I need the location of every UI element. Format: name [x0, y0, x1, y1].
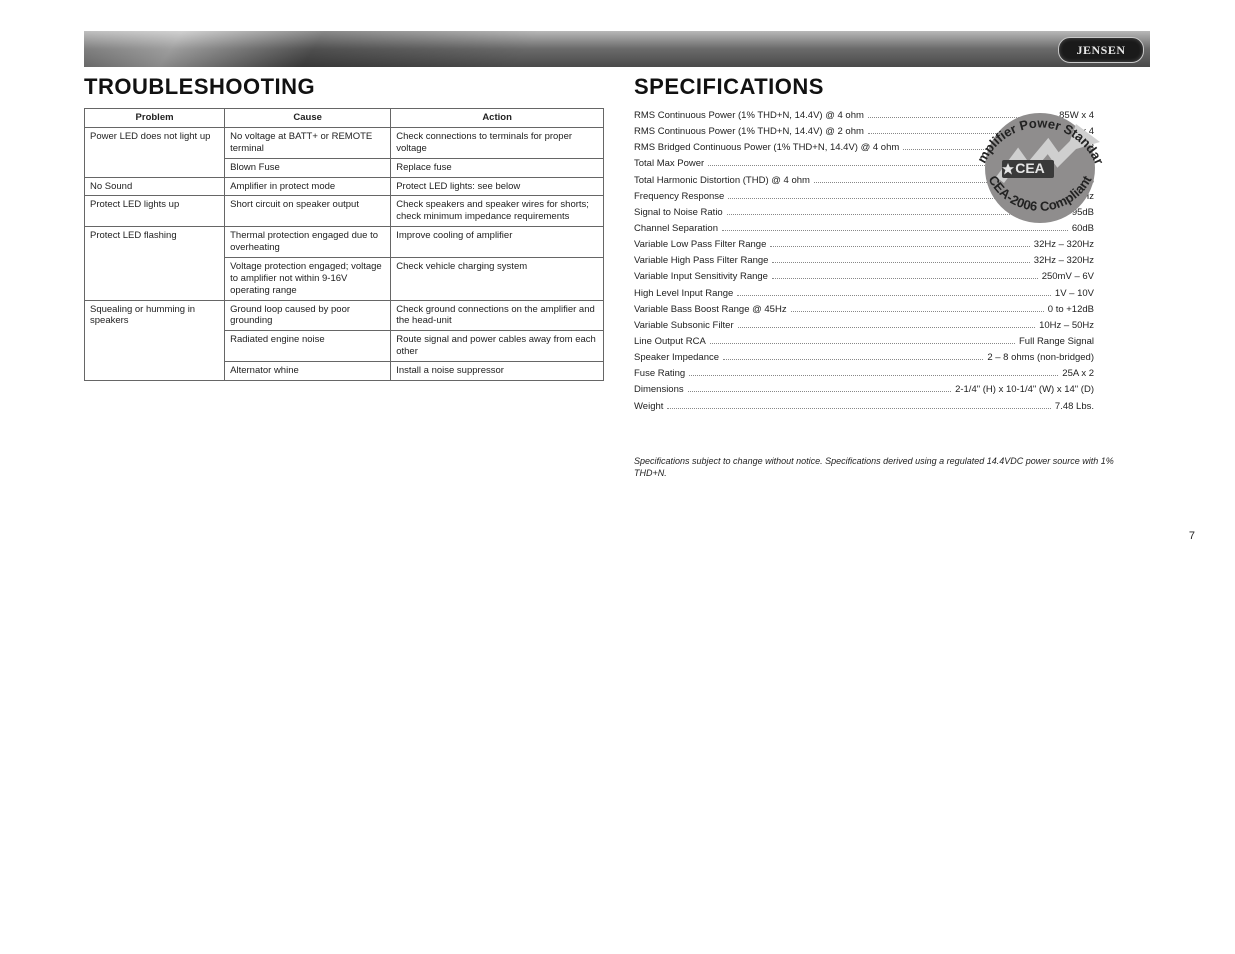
spec-leader-dots	[791, 311, 1044, 312]
spec-value: 1V – 10V	[1055, 286, 1094, 302]
action-cell: Route signal and power cables away from …	[391, 331, 604, 362]
cause-cell: Radiated engine noise	[225, 331, 391, 362]
spec-label: RMS Continuous Power (1% THD+N, 14.4V) @…	[634, 124, 864, 140]
spec-leader-dots	[688, 391, 951, 392]
spec-value: 0 to +12dB	[1048, 302, 1094, 318]
cause-cell: Thermal protection engaged due to overhe…	[225, 227, 391, 258]
problem-cell: Protect LED lights up	[85, 196, 225, 227]
spec-label: Variable Subsonic Filter	[634, 318, 734, 334]
spec-label: RMS Continuous Power (1% THD+N, 14.4V) @…	[634, 108, 864, 124]
cea-badge: CEA Amplifier Power Standard CEA-2006 Co…	[960, 78, 1120, 238]
spec-leader-dots	[738, 327, 1035, 328]
svg-text:CEA: CEA	[1015, 160, 1045, 176]
spec-row: Speaker Impedance 2 – 8 ohms (non-bridged…	[634, 350, 1094, 366]
spec-label: Variable Low Pass Filter Range	[634, 237, 766, 253]
spec-row: Line Output RCA Full Range Signal	[634, 334, 1094, 350]
spec-value: 10Hz – 50Hz	[1039, 318, 1094, 334]
action-cell: Install a noise suppressor	[391, 362, 604, 381]
problem-cell: Squealing or humming in speakers	[85, 300, 225, 380]
spec-row: Variable Low Pass Filter Range 32Hz – 320…	[634, 237, 1094, 253]
problem-cell: Power LED does not light up	[85, 127, 225, 177]
problem-cell: No Sound	[85, 177, 225, 196]
action-cell: Check vehicle charging system	[391, 257, 604, 300]
action-cell: Check ground connections on the amplifie…	[391, 300, 604, 331]
spec-leader-dots	[772, 278, 1038, 279]
spec-leader-dots	[772, 262, 1029, 263]
spec-leader-dots	[737, 295, 1051, 296]
spec-value: 250mV – 6V	[1042, 269, 1094, 285]
cause-cell: No voltage at BATT+ or REMOTE terminal	[225, 127, 391, 158]
action-cell: Check speakers and speaker wires for sho…	[391, 196, 604, 227]
spec-label: Total Max Power	[634, 156, 704, 172]
spec-row: Variable High Pass Filter Range 32Hz – 32…	[634, 253, 1094, 269]
spec-label: Channel Separation	[634, 221, 718, 237]
table-row: Power LED does not light upNo voltage at…	[85, 127, 604, 158]
spec-row: Weight 7.48 Lbs.	[634, 399, 1094, 415]
spec-label: Speaker Impedance	[634, 350, 719, 366]
spec-value: 2 – 8 ohms (non-bridged)	[987, 350, 1094, 366]
spec-row: Variable Subsonic Filter 10Hz – 50Hz	[634, 318, 1094, 334]
spec-label: Variable High Pass Filter Range	[634, 253, 768, 269]
spec-label: Signal to Noise Ratio	[634, 205, 723, 221]
spec-value: Full Range Signal	[1019, 334, 1094, 350]
spec-leader-dots	[689, 375, 1058, 376]
spec-label: Line Output RCA	[634, 334, 706, 350]
table-body: Power LED does not light upNo voltage at…	[85, 127, 604, 380]
spec-row: Variable Bass Boost Range @ 45Hz 0 to +12…	[634, 302, 1094, 318]
spec-label: Variable Bass Boost Range @ 45Hz	[634, 302, 787, 318]
specifications-footnote: Specifications subject to change without…	[634, 455, 1114, 479]
specifications-column: SPECIFICATIONS CEA	[634, 74, 1150, 479]
cause-cell: Short circuit on speaker output	[225, 196, 391, 227]
action-cell: Improve cooling of amplifier	[391, 227, 604, 258]
table-row: Protect LED flashingThermal protection e…	[85, 227, 604, 258]
spec-row: Variable Input Sensitivity Range 250mV – …	[634, 269, 1094, 285]
problem-cell: Protect LED flashing	[85, 227, 225, 300]
spec-label: Weight	[634, 399, 663, 415]
spec-row: Dimensions 2-1/4" (H) x 10-1/4" (W) x 14"…	[634, 382, 1094, 398]
action-cell: Replace fuse	[391, 158, 604, 177]
cause-cell: Ground loop caused by poor grounding	[225, 300, 391, 331]
spec-label: Fuse Rating	[634, 366, 685, 382]
banner-streak	[84, 31, 745, 67]
troubleshooting-table: ProblemCauseAction Power LED does not li…	[84, 108, 604, 381]
spec-label: Frequency Response	[634, 189, 724, 205]
spec-leader-dots	[667, 408, 1051, 409]
cause-cell: Alternator whine	[225, 362, 391, 381]
spec-row: Fuse Rating 25A x 2	[634, 366, 1094, 382]
action-cell: Protect LED lights: see below	[391, 177, 604, 196]
cause-cell: Amplifier in protect mode	[225, 177, 391, 196]
spec-label: Dimensions	[634, 382, 684, 398]
header-banner: JENSEN	[84, 31, 1150, 67]
spec-leader-dots	[770, 246, 1029, 247]
troubleshooting-heading: TROUBLESHOOTING	[84, 74, 604, 100]
table-header-cell: Problem	[85, 109, 225, 128]
spec-leader-dots	[723, 359, 983, 360]
cause-cell: Blown Fuse	[225, 158, 391, 177]
table-row: Protect LED lights upShort circuit on sp…	[85, 196, 604, 227]
cause-cell: Voltage protection engaged; voltage to a…	[225, 257, 391, 300]
table-head: ProblemCauseAction	[85, 109, 604, 128]
spec-value: 32Hz – 320Hz	[1034, 253, 1094, 269]
spec-label: Variable Input Sensitivity Range	[634, 269, 768, 285]
spec-value: 2-1/4" (H) x 10-1/4" (W) x 14" (D)	[955, 382, 1094, 398]
spec-value: 25A x 2	[1062, 366, 1094, 382]
spec-label: RMS Bridged Continuous Power (1% THD+N, …	[634, 140, 899, 156]
page-content: TROUBLESHOOTING ProblemCauseAction Power…	[84, 74, 1150, 479]
brand-logo: JENSEN	[1058, 37, 1144, 63]
table-row: No SoundAmplifier in protect modeProtect…	[85, 177, 604, 196]
table-header-cell: Action	[391, 109, 604, 128]
table-row: Squealing or humming in speakersGround l…	[85, 300, 604, 331]
page-number: 7	[1189, 530, 1195, 542]
spec-value: 7.48 Lbs.	[1055, 399, 1094, 415]
spec-label: Total Harmonic Distortion (THD) @ 4 ohm	[634, 173, 810, 189]
spec-leader-dots	[710, 343, 1015, 344]
spec-row: High Level Input Range 1V – 10V	[634, 286, 1094, 302]
spec-label: High Level Input Range	[634, 286, 733, 302]
action-cell: Check connections to terminals for prope…	[391, 127, 604, 158]
troubleshooting-column: TROUBLESHOOTING ProblemCauseAction Power…	[84, 74, 634, 479]
table-header-cell: Cause	[225, 109, 391, 128]
spec-value: 32Hz – 320Hz	[1034, 237, 1094, 253]
